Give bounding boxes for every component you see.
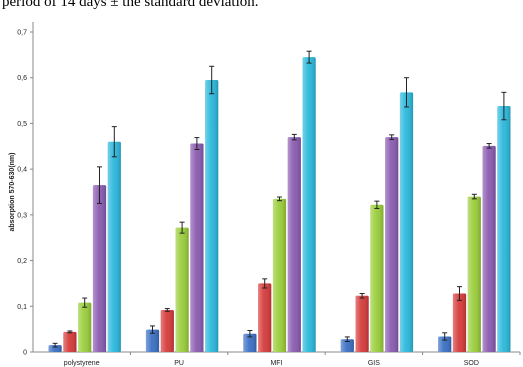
y-tick-label: 0,3 [17, 212, 27, 219]
y-tick-label: 0,6 [17, 75, 27, 82]
x-tick-label: MFI [270, 360, 282, 367]
x-tick-label: SOD [464, 360, 479, 367]
y-tick-label: 0,7 [17, 30, 27, 37]
y-tick-label: 0,2 [17, 258, 27, 265]
bar-shading [482, 145, 496, 352]
figure-caption: period of 14 days ± the standard deviati… [2, 0, 259, 10]
chart-bars [48, 57, 511, 353]
bar-shading [145, 329, 160, 352]
bar-shading [497, 106, 511, 352]
bar-shading [160, 309, 174, 352]
bar-shading [205, 80, 219, 352]
bar-shading [399, 92, 414, 352]
bar-shading [190, 143, 204, 352]
bar-shading [287, 137, 301, 352]
bar-shading [258, 283, 272, 352]
x-tick-label: GIS [368, 360, 380, 367]
chart-error-bars [52, 50, 507, 348]
x-tick-label: polystyrene [64, 360, 100, 367]
bar-shading [467, 196, 481, 352]
bar-shading [452, 293, 467, 352]
bar-shading [78, 302, 92, 352]
bar-shading [302, 57, 316, 353]
bar-shading [107, 141, 121, 352]
bar-shading [355, 295, 369, 352]
bar-shading [48, 345, 62, 352]
y-tick-label: 0,1 [17, 304, 27, 311]
bar-shading [175, 227, 189, 352]
bar-shading [340, 339, 354, 352]
bar-shading [92, 185, 107, 352]
y-tick-label: 0,4 [17, 167, 27, 174]
bar-shading [385, 137, 399, 352]
bar-shading [243, 333, 257, 352]
bar-shading [272, 198, 287, 352]
y-tick-label: 0,5 [17, 121, 27, 128]
x-tick-label: PU [174, 360, 184, 367]
bar-shading [370, 204, 384, 352]
y-tick-label: 0 [23, 350, 27, 357]
bar-shading [63, 331, 77, 352]
bar-shading [438, 336, 452, 352]
y-axis-label: absorption 570-630(nm) [9, 153, 16, 232]
chart-labels: 0 0,1 0,2 0,3 0,4 0,5 0,6 0,7 absorption 570-630… [9, 30, 479, 367]
